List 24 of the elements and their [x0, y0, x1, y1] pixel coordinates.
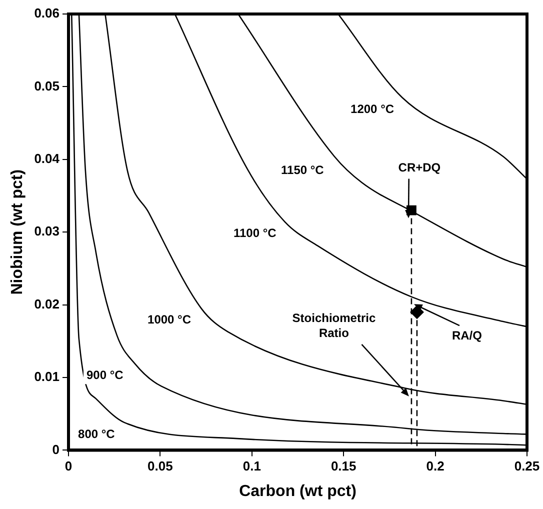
y-tick-label: 0.06 — [34, 6, 60, 21]
y-tick-label: 0.05 — [34, 78, 60, 94]
annotation: 1200 °C — [350, 102, 394, 116]
annotation: 1150 °C — [281, 162, 324, 177]
annotation: 1000 °C — [148, 312, 192, 327]
x-tick-label: 0.05 — [148, 458, 173, 474]
y-tick-label: 0.02 — [34, 296, 60, 312]
annotation: 900 °C — [86, 368, 124, 382]
annotation: 800 °C — [78, 426, 116, 441]
x-axis-title: Carbon (wt pct) — [239, 482, 356, 500]
y-tick-label: 0.03 — [34, 224, 60, 239]
annotation: RA/Q — [452, 328, 482, 342]
x-tick-label: 0.2 — [426, 458, 444, 474]
x-tick-label: 0.15 — [330, 458, 356, 474]
y-tick-label: 0 — [52, 442, 60, 457]
x-tick-label: 0.1 — [242, 458, 261, 474]
annotation: Stoichiometric Ratio — [292, 311, 376, 340]
annotation: 1100 °C — [233, 226, 277, 240]
annotation: CR+DQ — [398, 160, 441, 175]
y-tick-label: 0.04 — [34, 150, 60, 166]
x-tick-label: 0 — [64, 458, 72, 474]
x-tick-label: 0.25 — [514, 458, 540, 474]
y-tick-label: 0.01 — [34, 369, 60, 384]
y-axis-title: Niobium (wt pct) — [9, 169, 26, 295]
